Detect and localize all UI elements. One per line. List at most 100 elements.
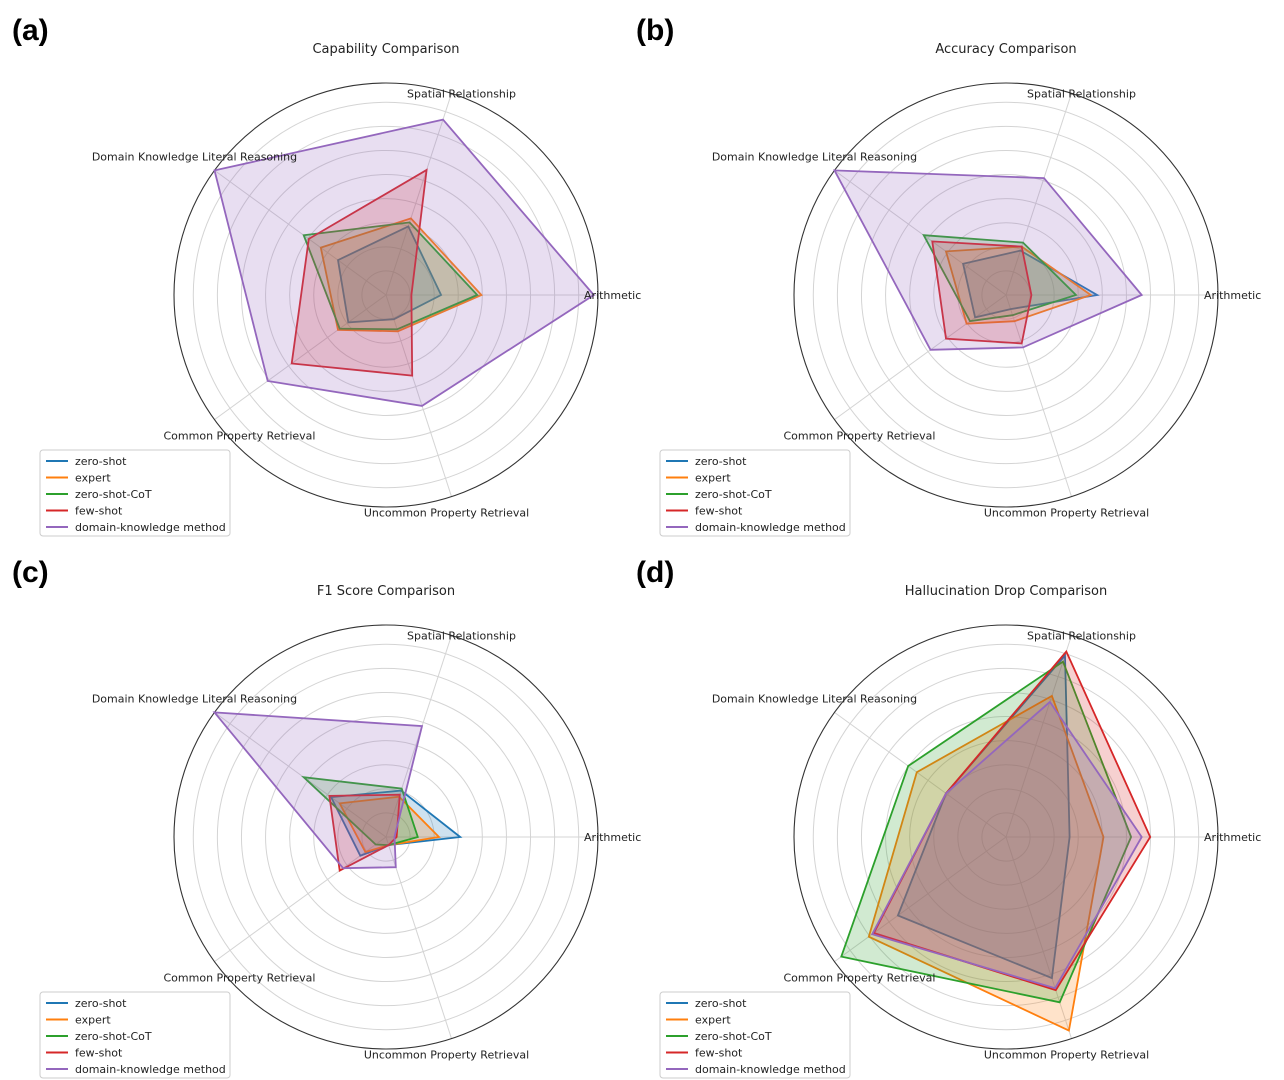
axis-spoke (1005, 635, 1072, 838)
series-fill-zero-shot (963, 250, 1098, 318)
series-line-few-shot (328, 793, 401, 872)
axis-label: Spatial Relationship (407, 87, 516, 100)
series-line-zero-shot-CoT (302, 221, 479, 331)
legend-entry: zero-shot-CoT (75, 488, 152, 501)
outer-frame (173, 624, 599, 1050)
axis-label: Uncommon Property Retrieval (984, 1049, 1149, 1062)
series-line-domain-knowledge-method (870, 700, 1143, 990)
axis-label: Common Property Retrieval (164, 972, 316, 985)
axis-label: Spatial Relationship (1027, 87, 1136, 100)
radar-chart-1: (b) Accuracy Comparison Arithmetic Spatial … (636, 14, 1261, 537)
axis-spoke (385, 836, 452, 1039)
axis-spoke (1005, 294, 1072, 497)
axis-label: Domain Knowledge Literal Reasoning (92, 150, 297, 163)
series-line-zero-shot-CoT (840, 660, 1133, 1004)
legend-entry: few-shot (75, 505, 123, 518)
series-line-few-shot (931, 240, 1033, 345)
chart-title: F1 Score Comparison (317, 584, 455, 599)
axis-spoke (1005, 836, 1072, 1039)
legend-entry: domain-knowledge method (695, 1063, 846, 1076)
series-line-domain-knowledge-method (212, 711, 424, 870)
axis-label: Domain Knowledge Literal Reasoning (712, 692, 917, 705)
legend-entry: expert (75, 472, 111, 485)
axis-spoke (385, 93, 452, 296)
series-fill-few-shot (329, 794, 400, 871)
series-fill-zero-shot-CoT (841, 661, 1132, 1003)
axis-spoke (834, 294, 1007, 421)
series-fill-few-shot (291, 170, 427, 376)
legend-entry: zero-shot (695, 455, 747, 468)
series-fill-zero-shot (897, 655, 1070, 979)
legend-entry: domain-knowledge method (75, 1063, 226, 1076)
axis-spoke (834, 836, 1007, 963)
series-line-expert (867, 694, 1105, 1032)
axis-label: Arithmetic (584, 831, 641, 844)
series-line-domain-knowledge-method (832, 169, 1144, 351)
series-fill-expert (320, 218, 482, 332)
outer-frame (793, 624, 1219, 1050)
legend-entry: zero-shot (75, 455, 127, 468)
radar-chart-3: (d) Hallucination Drop Comparison Arithmet… (636, 556, 1261, 1079)
axis-label: Uncommon Property Retrieval (364, 1049, 529, 1062)
axis-label: Uncommon Property Retrieval (984, 507, 1149, 520)
series-fill-domain-knowledge-method (214, 712, 422, 869)
series-fill-few-shot (932, 241, 1032, 344)
legend-box (659, 991, 851, 1079)
legend-entry: few-shot (695, 505, 743, 518)
panel-label: (a) (12, 14, 49, 47)
axis-spoke (834, 711, 1007, 838)
axis-label: Common Property Retrieval (784, 972, 936, 985)
axis-spoke (214, 836, 387, 963)
axis-label: Common Property Retrieval (784, 430, 936, 443)
legend: zero-shot expert zero-shot-CoT few-shot doma… (39, 991, 231, 1079)
panel-label: (b) (636, 14, 674, 47)
series-fill-zero-shot (338, 226, 442, 323)
series-fill-expert (946, 246, 1091, 324)
legend-entry: expert (75, 1014, 111, 1027)
outer-frame (793, 82, 1219, 508)
panel-label: (c) (12, 556, 49, 589)
axis-spoke (214, 294, 387, 421)
legend: zero-shot expert zero-shot-CoT few-shot doma… (39, 449, 231, 537)
legend: zero-shot expert zero-shot-CoT few-shot doma… (659, 449, 851, 537)
series-fill-few-shot (873, 651, 1151, 991)
legend-entry: expert (695, 472, 731, 485)
series-line-zero-shot-CoT (922, 234, 1078, 323)
axis-spoke (214, 169, 387, 296)
series-line-domain-knowledge-method (213, 118, 596, 407)
axis-spoke (214, 711, 387, 838)
legend-entry: zero-shot (695, 997, 747, 1010)
legend-entry: zero-shot-CoT (75, 1030, 152, 1043)
series-line-zero-shot (896, 653, 1071, 980)
radar-chart-0: (a) Capability Comparison Arithmetic Spatia… (12, 14, 641, 537)
panel-label: (d) (636, 556, 674, 589)
chart-title: Hallucination Drop Comparison (905, 584, 1107, 599)
legend: zero-shot expert zero-shot-CoT few-shot doma… (659, 991, 851, 1079)
series-line-few-shot (290, 168, 428, 377)
axis-label: Arithmetic (584, 289, 641, 302)
axis-label: Arithmetic (1204, 831, 1261, 844)
legend-entry: domain-knowledge method (695, 521, 846, 534)
axis-label: Common Property Retrieval (164, 430, 316, 443)
radar-chart-2: (c) F1 Score Comparison Arithmetic Spatial … (12, 556, 641, 1079)
series-fill-domain-knowledge-method (872, 701, 1142, 989)
axis-label: Spatial Relationship (407, 629, 516, 642)
axis-label: Domain Knowledge Literal Reasoning (712, 150, 917, 163)
chart-title: Accuracy Comparison (935, 42, 1076, 57)
series-fill-expert (868, 695, 1104, 1031)
series-line-zero-shot (337, 225, 443, 324)
axis-spoke (1005, 93, 1072, 296)
legend-entry: zero-shot-CoT (695, 1030, 772, 1043)
series-fill-domain-knowledge-method (834, 170, 1142, 350)
legend-entry: zero-shot-CoT (695, 488, 772, 501)
axis-spoke (834, 169, 1007, 296)
legend-box (39, 449, 231, 537)
axis-label: Spatial Relationship (1027, 629, 1136, 642)
legend-entry: zero-shot (75, 997, 127, 1010)
series-line-zero-shot (962, 249, 1100, 319)
legend-box (39, 991, 231, 1079)
axis-label: Domain Knowledge Literal Reasoning (92, 692, 297, 705)
legend-box (659, 449, 851, 537)
legend-entry: few-shot (75, 1047, 123, 1060)
